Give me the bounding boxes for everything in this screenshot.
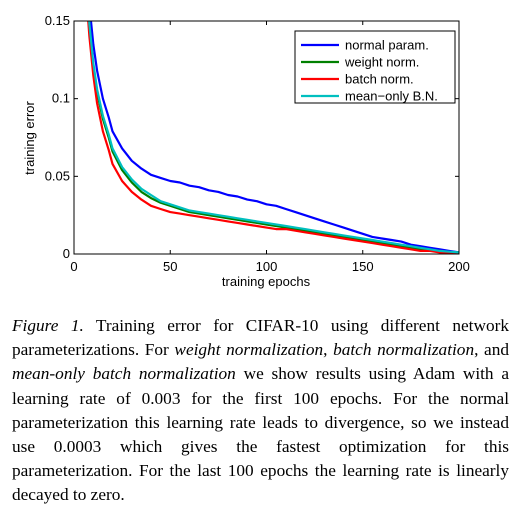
legend-label-2: batch norm. [345, 72, 414, 87]
caption-term-batch-norm: batch normalization [333, 340, 475, 360]
legend-label-3: mean−only B.N. [345, 89, 438, 104]
x-axis-label: training epochs [222, 274, 311, 289]
caption-text-3: , and [474, 340, 509, 360]
figure-caption: Figure 1. Training error for CIFAR-10 us… [12, 314, 509, 508]
x-tick-label: 50 [163, 259, 177, 274]
x-tick-label: 100 [256, 259, 278, 274]
legend-box [294, 30, 456, 104]
caption-text-4: we show results using Adam with a learni… [12, 364, 509, 505]
axis-ticks: 0 50 100 150 200 0 0.05 0.1 0.15 [45, 13, 470, 274]
x-tick-label: 0 [70, 259, 77, 274]
caption-text-2: , [323, 340, 334, 360]
x-tick-label: 150 [352, 259, 374, 274]
series-line-3 [88, 21, 459, 254]
caption-text-1: Training error for CIFAR-10 using differ… [12, 316, 509, 360]
training-error-chart: 0 50 100 150 200 0 0.05 0.1 0.15 training epochs… [22, 13, 470, 289]
y-tick-label: 0.15 [45, 13, 70, 28]
series-line-1 [87, 21, 459, 254]
caption-term-weight-norm: weight normalization [174, 340, 324, 360]
x-tick-label: 200 [448, 259, 470, 274]
series-line-0 [89, 21, 459, 254]
legend-label-1: weight norm. [344, 55, 419, 70]
y-tick-label: 0.1 [52, 91, 70, 106]
figure-label: Figure 1. [12, 316, 84, 335]
y-tick-label: 0.05 [45, 168, 70, 183]
legend: normal param. weight norm. batch norm. mean… [294, 30, 456, 104]
y-axis-label: training error [22, 100, 37, 174]
caption-term-mean-only-bn: mean-only batch normalization [12, 364, 236, 384]
series-line-2 [87, 21, 459, 254]
y-tick-label: 0 [63, 246, 70, 261]
legend-label-0: normal param. [345, 38, 429, 53]
series-layer [87, 21, 459, 254]
